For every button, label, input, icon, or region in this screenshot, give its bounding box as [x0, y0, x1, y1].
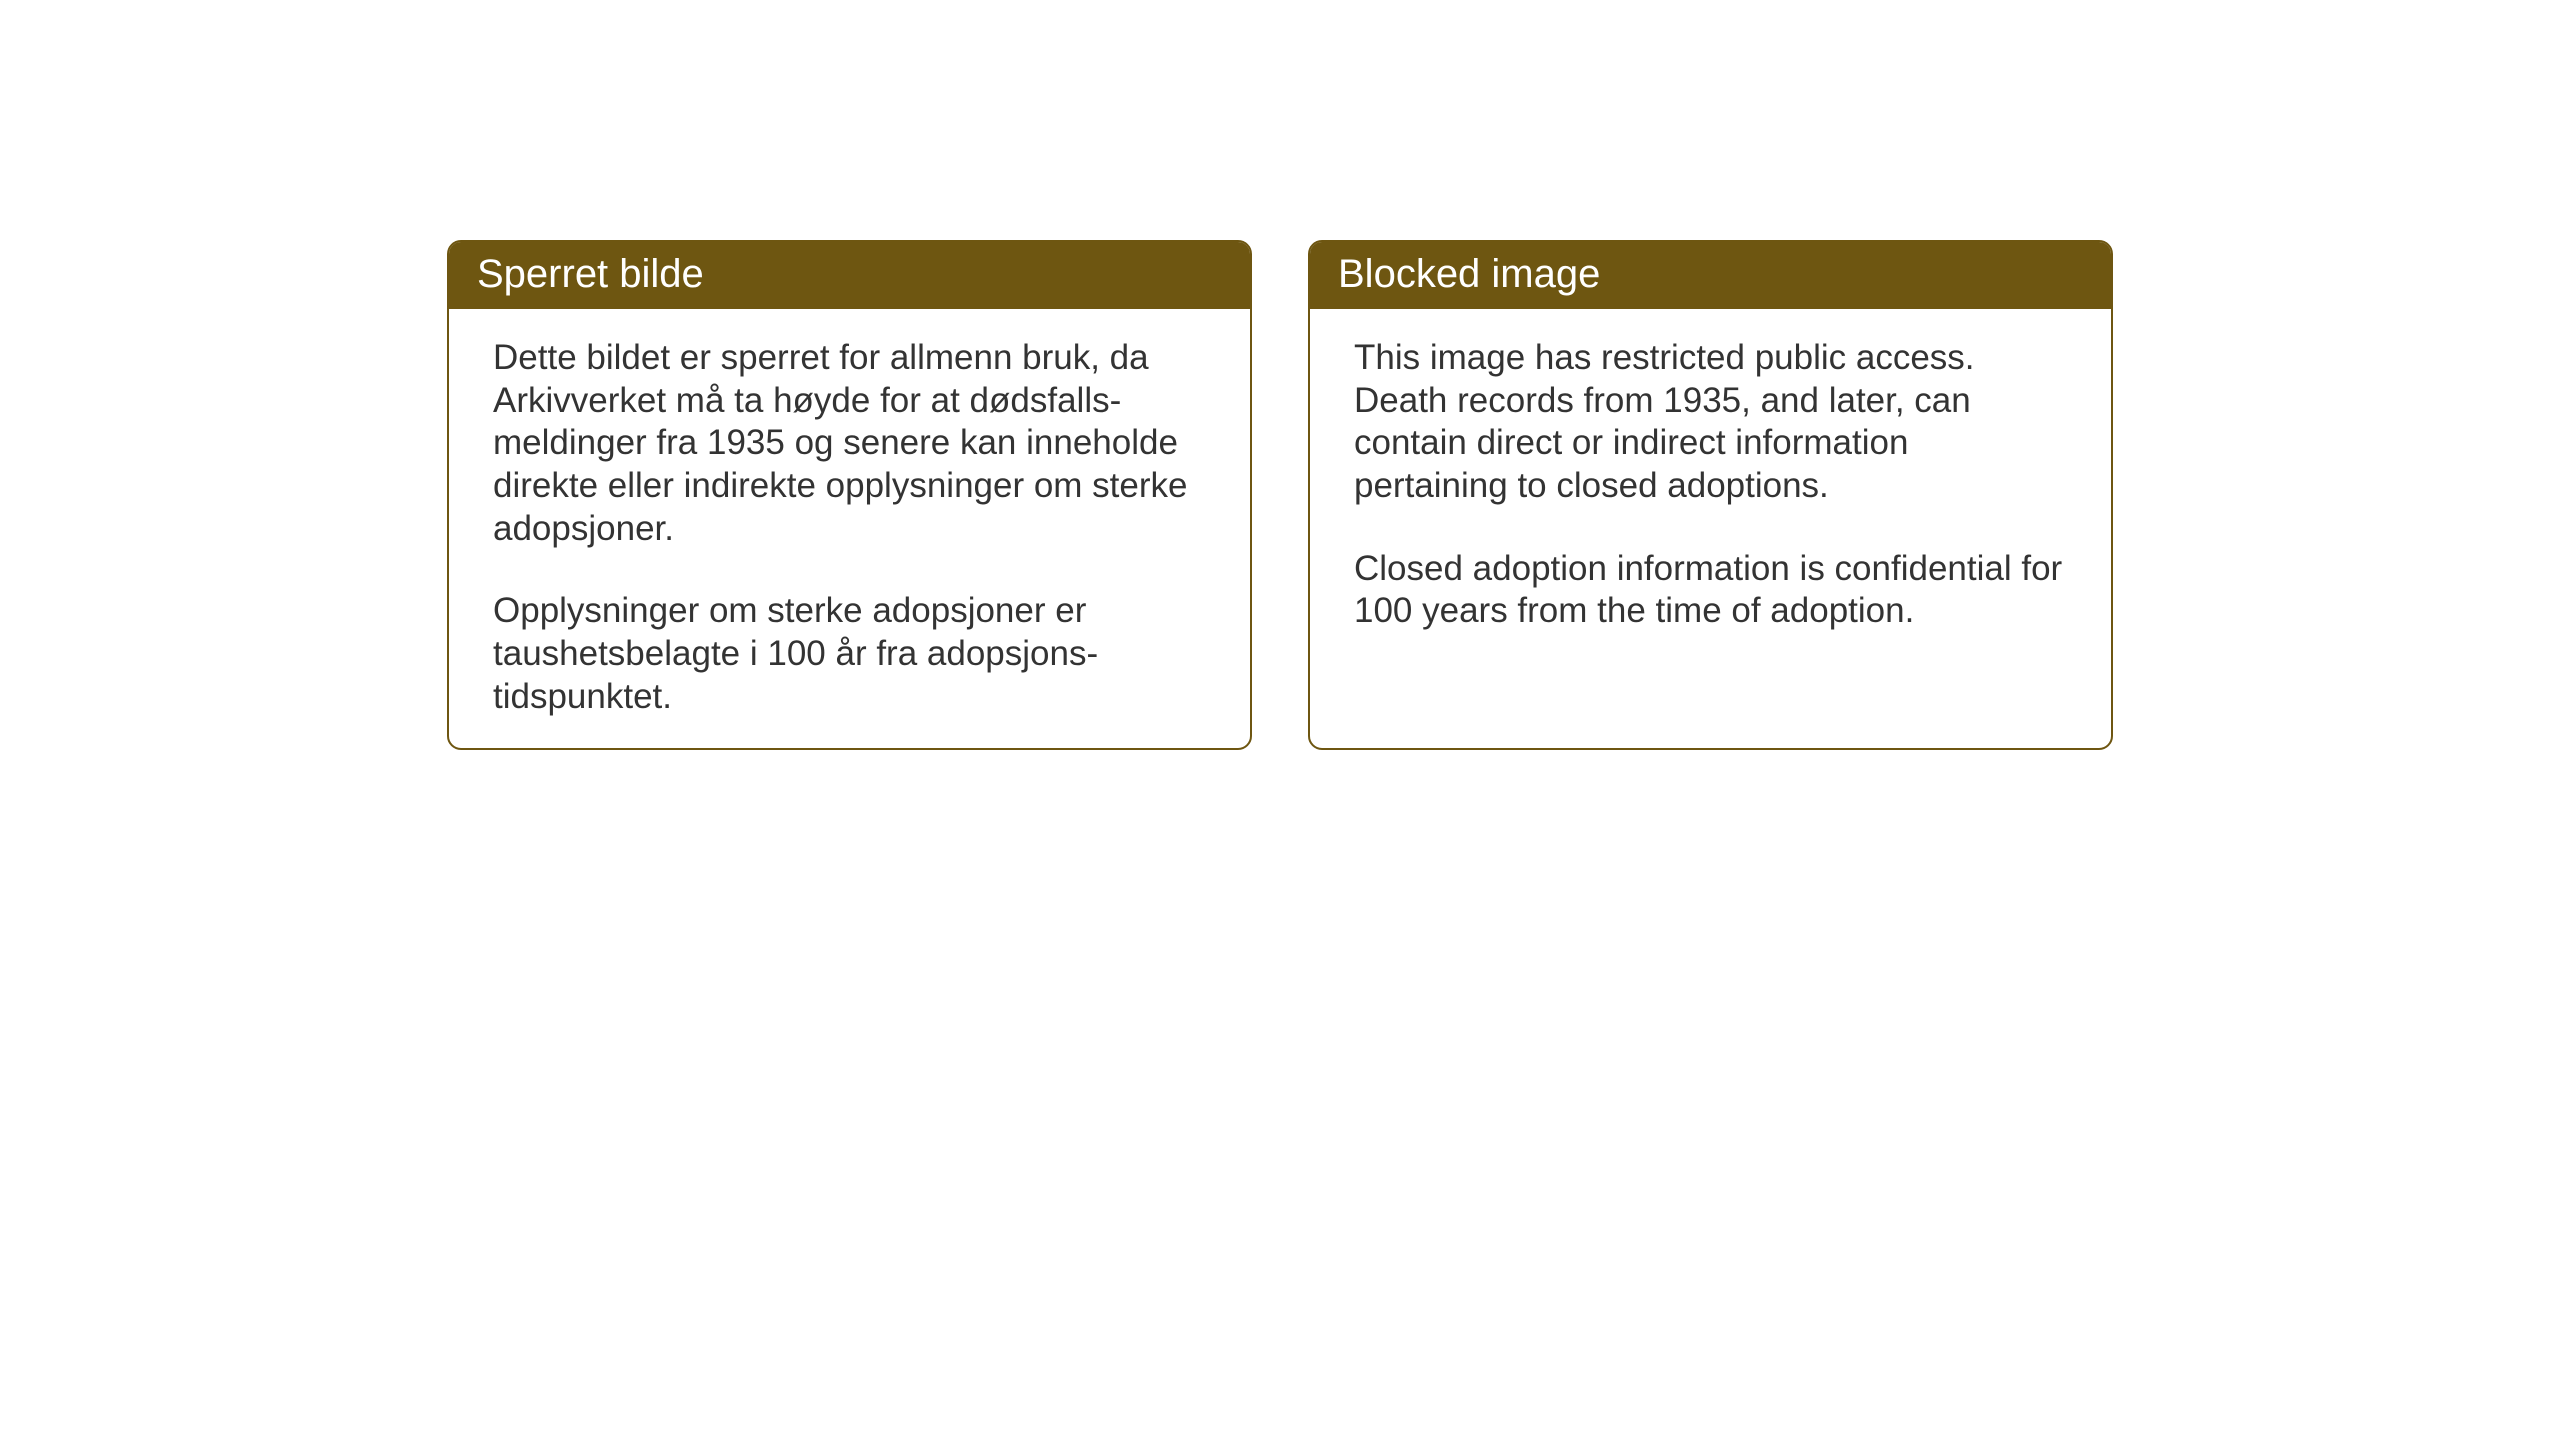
- card-header-en: Blocked image: [1310, 242, 2111, 309]
- card-english: Blocked image This image has restricted …: [1308, 240, 2113, 750]
- card-paragraph-no-2: Opplysninger om sterke adopsjoner er tau…: [493, 590, 1206, 718]
- card-header-no: Sperret bilde: [449, 242, 1250, 309]
- card-paragraph-no-1: Dette bildet er sperret for allmenn bruk…: [493, 337, 1206, 550]
- cards-container: Sperret bilde Dette bildet er sperret fo…: [447, 240, 2113, 750]
- card-paragraph-en-2: Closed adoption information is confident…: [1354, 548, 2067, 633]
- card-norwegian: Sperret bilde Dette bildet er sperret fo…: [447, 240, 1252, 750]
- card-paragraph-en-1: This image has restricted public access.…: [1354, 337, 2067, 508]
- card-body-no: Dette bildet er sperret for allmenn bruk…: [449, 309, 1250, 750]
- card-body-en: This image has restricted public access.…: [1310, 309, 2111, 669]
